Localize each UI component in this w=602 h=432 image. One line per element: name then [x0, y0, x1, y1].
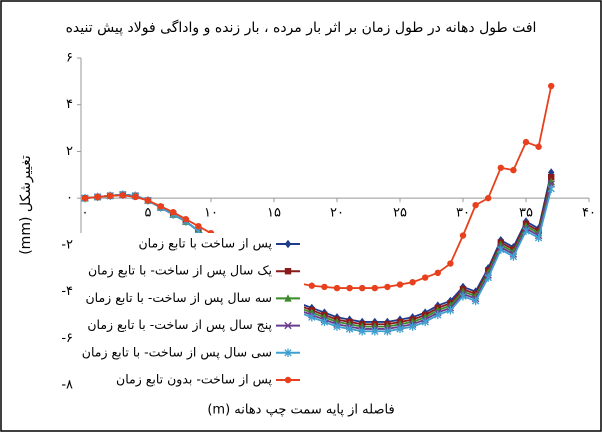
x-tick-label: ۱۰ [204, 206, 218, 221]
y-tick-label: ۶ [66, 51, 73, 66]
marker [522, 138, 530, 146]
marker [195, 222, 202, 230]
marker [144, 197, 152, 204]
marker [547, 184, 555, 193]
marker [422, 274, 429, 281]
marker [421, 317, 429, 327]
marker [284, 294, 292, 302]
marker [345, 324, 354, 334]
marker [170, 208, 177, 216]
x-axis-label: فاصله از پایه سمت چپ دهانه (m) [207, 403, 394, 418]
marker [396, 324, 404, 334]
marker [308, 313, 316, 322]
y-axis-label: تغییرشکل (mm) [18, 155, 34, 255]
y-tick-label: -۲ [61, 237, 73, 252]
legend-label: سه سال پس از ساخت- با تابع زمان [86, 290, 273, 306]
x-tick-label: ۳۰ [456, 206, 470, 221]
marker [485, 194, 492, 202]
marker [434, 310, 442, 320]
marker [333, 284, 341, 292]
marker [534, 233, 543, 243]
marker [81, 194, 89, 202]
marker [384, 283, 391, 291]
marker [94, 193, 101, 201]
legend-box [76, 233, 304, 399]
marker [284, 321, 292, 330]
marker [359, 284, 366, 292]
y-tick-label: -۶ [61, 331, 73, 346]
marker [471, 296, 480, 306]
y-tick-label: ۴ [66, 97, 73, 112]
marker [497, 245, 505, 254]
y-tick-label: ۲ [66, 144, 73, 159]
marker [284, 348, 292, 357]
marker [396, 281, 404, 288]
marker [447, 260, 454, 267]
marker [107, 192, 114, 200]
legend-label: یک سال پس از ساخت- با تابع زمان [88, 263, 273, 279]
y-tick-label: -۴ [61, 284, 73, 299]
marker [535, 143, 542, 150]
marker [284, 268, 292, 275]
marker [408, 322, 417, 331]
marker [132, 193, 139, 201]
marker [548, 173, 555, 181]
marker [371, 284, 378, 292]
marker [497, 164, 504, 171]
marker [548, 82, 555, 90]
x-tick-label: ۴۰ [582, 206, 596, 221]
legend-label: سی سال پس از ساخت- با تابع زمان [82, 344, 272, 360]
marker [182, 215, 189, 223]
x-tick-label: ۰ [82, 206, 89, 221]
marker [509, 252, 518, 261]
marker [284, 376, 292, 384]
marker [358, 327, 366, 336]
marker [484, 273, 492, 282]
marker [446, 306, 455, 315]
marker [157, 203, 164, 210]
y-tick-label: ۰ [66, 191, 73, 206]
marker [522, 226, 530, 236]
marker [321, 283, 328, 291]
legend: پس از ساخت با تابع زمان یک سال پس از ساخت… [76, 233, 304, 399]
x-tick-label: ۲۰ [330, 206, 344, 221]
legend-label: پس از ساخت با تابع زمان [138, 236, 272, 252]
x-tick-label: ۲۵ [393, 206, 407, 221]
marker [434, 269, 441, 277]
marker [333, 322, 341, 331]
x-tick-label: ۳۵ [519, 206, 533, 221]
marker [284, 239, 292, 249]
marker [383, 327, 392, 336]
marker [459, 292, 467, 301]
y-tick-label: -۸ [61, 378, 73, 393]
marker [459, 232, 467, 239]
x-tick-label: ۱۵ [267, 206, 281, 221]
marker [346, 284, 353, 292]
marker [472, 201, 479, 209]
marker [371, 327, 379, 336]
marker [510, 166, 517, 174]
marker [409, 279, 416, 286]
legend-label: پس از ساخت- بدون تابع زمان [116, 372, 273, 388]
chart-title: افت طول دهانه در طول زمان بر اثر بار مرد… [66, 19, 537, 36]
legend-label: پنج سال پس از ساخت- با تابع زمان [87, 317, 272, 333]
x-tick-label: ۵ [145, 206, 152, 221]
marker [308, 282, 315, 289]
marker [320, 317, 329, 327]
marker [548, 168, 555, 177]
marker [119, 192, 127, 199]
